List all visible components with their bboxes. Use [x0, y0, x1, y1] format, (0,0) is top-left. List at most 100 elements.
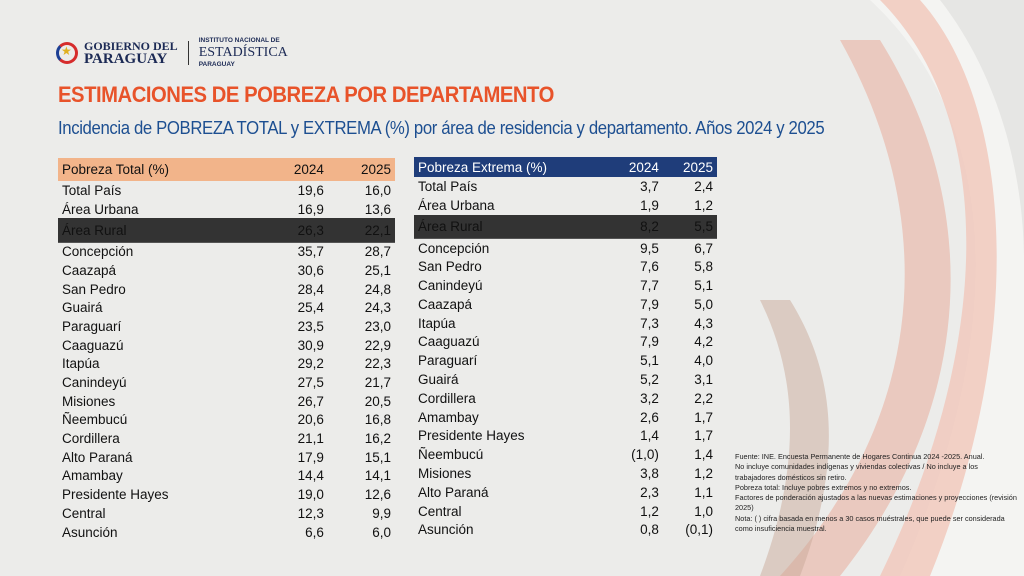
row-label: Caaguazú: [62, 337, 124, 353]
cell-value: 15,1: [364, 449, 391, 465]
cell-value: 28,7: [364, 244, 391, 260]
cell-value: 21,7: [364, 375, 391, 391]
pobreza-extrema-table: Pobreza Extrema (%) 2024 2025 Total País 3…: [414, 157, 717, 539]
row-label: Área Rural: [414, 214, 609, 240]
row-label: Misiones: [418, 466, 472, 482]
table-row: Central 1,2 1,0: [414, 502, 717, 521]
cell-value: 6,6: [305, 524, 324, 540]
note: Nota: ( ) cifra basada en menos a 30 cas…: [735, 513, 1005, 534]
note: Factores de ponderación ajustados a las …: [735, 493, 1017, 513]
cell-value: 5,8: [694, 259, 713, 275]
col-header: 2025: [327, 158, 395, 181]
row-label: Amambay: [62, 468, 123, 484]
cell-value: 24,8: [364, 281, 391, 297]
cell-value: 5,0: [694, 296, 713, 312]
table-row: Cordillera 3,2 2,2: [414, 389, 717, 408]
cell-value: 26,3: [260, 218, 328, 243]
cell-value: 28,4: [297, 281, 324, 297]
row-label: Cordillera: [62, 431, 120, 447]
row-label: Alto Paraná: [62, 449, 133, 465]
cell-value: 16,2: [364, 431, 391, 447]
row-label: Ñeembucú: [62, 412, 128, 428]
cell-value: (0,1): [685, 522, 713, 538]
cell-value: 7,9: [640, 296, 659, 312]
row-label: Presidente Hayes: [418, 428, 525, 444]
note: Pobreza total: Incluye pobres extremos y…: [735, 482, 912, 492]
cell-value: 1,4: [694, 447, 713, 463]
table-row: Área Rural 26,3 22,1: [58, 218, 395, 243]
ine-line3: PARAGUAY: [198, 61, 235, 68]
table-row: Total País 3,7 2,4: [414, 177, 717, 196]
table-row: Paraguarí 5,1 4,0: [414, 351, 717, 370]
table-row: Itapúa 29,2 22,3: [58, 355, 395, 374]
cell-value: 0,8: [640, 522, 659, 538]
cell-value: 6,7: [694, 240, 713, 256]
col-header: 2025: [662, 157, 717, 177]
note: Fuente: INE. Encuesta Permanente de Hoga…: [735, 452, 985, 461]
cell-value: 22,1: [327, 218, 395, 243]
table-row: Itapúa 7,3 4,3: [414, 314, 717, 333]
cell-value: 4,0: [694, 353, 713, 369]
cell-value: 23,5: [297, 318, 324, 334]
table-row: Caaguazú 30,9 22,9: [58, 336, 395, 355]
cell-value: 20,6: [297, 412, 324, 428]
cell-value: (1,0): [631, 447, 659, 463]
cell-value: 12,6: [364, 487, 391, 503]
row-label: Ñeembucú: [418, 447, 484, 463]
row-label: Guairá: [62, 300, 103, 316]
cell-value: 23,0: [364, 318, 391, 334]
cell-value: 7,6: [640, 259, 659, 275]
row-label: Paraguarí: [418, 353, 478, 369]
cell-value: 7,7: [640, 278, 659, 294]
cell-value: 6,0: [372, 524, 391, 540]
cell-value: 19,0: [297, 487, 324, 503]
cell-value: 17,9: [297, 449, 324, 465]
row-label: San Pedro: [418, 259, 482, 275]
logo-divider: [187, 41, 189, 65]
row-label: Central: [418, 503, 462, 519]
table-row: Misiones 26,7 20,5: [58, 392, 395, 411]
col-header: Pobreza Extrema (%): [414, 157, 609, 177]
row-label: Área Rural: [58, 218, 261, 243]
cell-value: 1,1: [694, 484, 713, 500]
row-label: Caaguazú: [418, 334, 480, 350]
row-label: Área Urbana: [418, 197, 495, 213]
cell-value: 4,2: [694, 334, 713, 350]
table-row: Central 12,3 9,9: [58, 504, 395, 523]
cell-value: 29,2: [297, 356, 324, 372]
table-row: Misiones 3,8 1,2: [414, 464, 717, 483]
row-label: Paraguarí: [62, 318, 122, 334]
gov-line2: PARAGUAY: [84, 51, 168, 67]
paraguay-seal-icon: [56, 42, 78, 64]
page-title: ESTIMACIONES DE POBREZA POR DEPARTAMENTO: [58, 82, 554, 107]
cell-value: 1,9: [640, 197, 659, 213]
row-label: Canindeyú: [418, 278, 483, 294]
cell-value: 9,9: [372, 505, 391, 521]
row-label: Área Urbana: [62, 201, 139, 217]
col-header: 2024: [608, 157, 663, 177]
cell-value: 7,3: [640, 315, 659, 331]
cell-value: 13,6: [364, 201, 391, 217]
table-row: Total País 19,6 16,0: [58, 181, 395, 200]
cell-value: 1,7: [694, 409, 713, 425]
gov-line1: GOBIERNO DEL: [84, 39, 178, 53]
cell-value: 1,7: [694, 428, 713, 444]
cell-value: 16,0: [364, 182, 391, 198]
source-notes: Fuente: INE. Encuesta Permanente de Hoga…: [735, 452, 1020, 534]
cell-value: 5,1: [694, 278, 713, 294]
ine-line1: INSTITUTO NACIONAL DE: [198, 37, 280, 44]
row-label: Concepción: [418, 240, 490, 256]
row-label: Alto Paraná: [418, 484, 489, 500]
pobreza-total-table: Pobreza Total (%) 2024 2025 Total País 19,…: [58, 158, 395, 541]
cell-value: 9,5: [640, 240, 659, 256]
table-row: Caaguazú 7,9 4,2: [414, 333, 717, 352]
cell-value: 1,0: [694, 503, 713, 519]
cell-value: 1,2: [694, 466, 713, 482]
ine-line2: ESTADÍSTICA: [198, 45, 288, 60]
cell-value: 8,2: [608, 214, 663, 240]
cell-value: 3,7: [640, 178, 659, 194]
cell-value: 30,9: [297, 337, 324, 353]
cell-value: 2,6: [640, 409, 659, 425]
